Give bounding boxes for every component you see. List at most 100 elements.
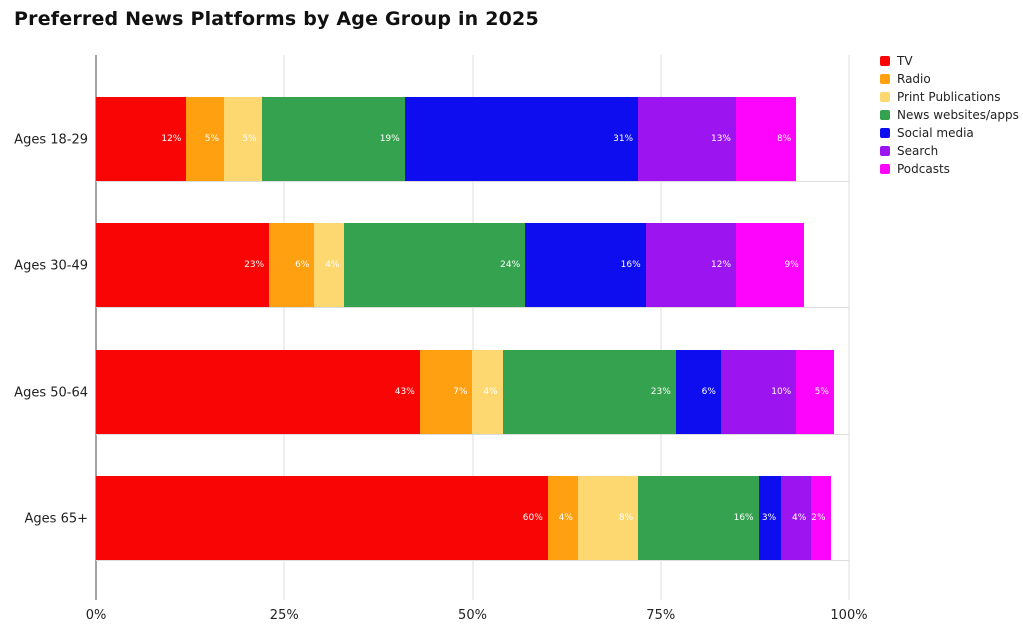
segment-value-label: 10% <box>771 386 792 397</box>
segment-value-label: 5% <box>242 133 257 144</box>
segment-value-label: 23% <box>650 386 671 397</box>
segment-value-label: 23% <box>244 260 265 270</box>
legend-swatch-icon <box>880 164 890 174</box>
segment-value-label: 3% <box>761 513 777 523</box>
bar-segment: 5% <box>796 349 834 434</box>
bar-segment: 8% <box>577 476 639 560</box>
bar-segment: 4% <box>314 223 345 307</box>
bar-segment: 23% <box>502 349 676 434</box>
bar-segment: 12% <box>96 96 187 181</box>
stacked-bar: 60% 4% 8% 16% 3% 4% 2% <box>96 476 849 560</box>
bar-segment: 9% <box>736 223 804 307</box>
bar-rows: Ages 18-29 12% 5% 5% 19% 31% 13% 8% Ages 30-49 23… <box>14 55 849 561</box>
y-axis-category-label: Ages 30-49 <box>14 258 88 274</box>
bar-segment: 12% <box>645 223 737 307</box>
segment-value-label: 12% <box>711 260 732 270</box>
bar-segment: 4% <box>781 476 812 560</box>
bar-segment: 16% <box>525 223 646 307</box>
stacked-bar: 43% 7% 4% 23% 6% 10% 5% <box>96 349 849 434</box>
legend-label: Podcasts <box>897 162 950 176</box>
bar-segment: 7% <box>419 349 473 434</box>
legend-label: TV <box>897 54 913 68</box>
category-row: Ages 30-49 23% 6% 4% 24% 16% 12% 9% <box>14 182 849 308</box>
stacked-bar: 12% 5% 5% 19% 31% 13% 8% <box>96 96 849 181</box>
segment-value-label: 24% <box>500 260 521 270</box>
bar-segment: 31% <box>404 96 639 181</box>
legend-label: News websites/apps <box>897 108 1019 122</box>
bar-segment: 3% <box>758 476 782 560</box>
legend: TV Radio Print Publications News websites/a… <box>880 52 1019 178</box>
bar-segment: 5% <box>186 96 224 181</box>
chart-title: Preferred News Platforms by Age Group in… <box>14 8 539 30</box>
legend-item[interactable]: Radio <box>880 70 1019 88</box>
legend-swatch-icon <box>880 56 890 66</box>
bar-segment: 23% <box>96 223 270 307</box>
legend-swatch-icon <box>880 146 890 156</box>
bar-segment: 4% <box>547 476 578 560</box>
segment-value-label: 16% <box>620 260 641 270</box>
legend-item[interactable]: Print Publications <box>880 88 1019 106</box>
segment-value-label: 5% <box>814 386 829 397</box>
legend-item[interactable]: Podcasts <box>880 160 1019 178</box>
bar-segment: 13% <box>638 96 736 181</box>
segment-value-label: 19% <box>379 133 400 144</box>
bar-segment: 60% <box>96 476 548 560</box>
gridline <box>472 55 473 600</box>
bar-segment: 16% <box>638 476 759 560</box>
segment-value-label: 8% <box>776 133 792 144</box>
gridline <box>283 55 285 600</box>
segment-value-label: 4% <box>558 513 573 523</box>
bar-segment: 4% <box>472 349 503 434</box>
category-row: Ages 18-29 12% 5% 5% 19% 31% 13% 8% <box>14 55 849 182</box>
bar-segment: 8% <box>736 96 797 181</box>
legend-label: Radio <box>897 72 931 86</box>
legend-item[interactable]: Search <box>880 142 1019 160</box>
x-axis-tick-label: 25% <box>269 608 299 623</box>
segment-value-label: 6% <box>295 260 310 270</box>
segment-value-label: 16% <box>733 513 754 523</box>
segment-value-label: 4% <box>792 513 807 523</box>
segment-value-label: 8% <box>618 513 634 523</box>
legend-label: Search <box>897 144 939 158</box>
x-axis-tick-label: 50% <box>458 608 487 623</box>
y-axis-category-label: Ages 50-64 <box>14 385 88 400</box>
stacked-bar: 23% 6% 4% 24% 16% 12% 9% <box>96 223 849 307</box>
bar-segment: 43% <box>96 349 420 434</box>
segment-value-label: 60% <box>522 513 543 523</box>
bar-segment: 6% <box>269 223 315 307</box>
gridline <box>660 55 662 600</box>
y-axis-category-label: Ages 18-29 <box>14 132 88 147</box>
bar-segment: 24% <box>344 223 526 307</box>
legend-swatch-icon <box>880 74 890 84</box>
x-axis-tick-label: 0% <box>85 608 107 623</box>
segment-value-label: 13% <box>710 133 731 144</box>
legend-item[interactable]: News websites/apps <box>880 106 1019 124</box>
bar-segment: 2% <box>811 476 831 560</box>
segment-value-label: 4% <box>483 386 498 397</box>
gridline <box>848 55 850 600</box>
legend-swatch-icon <box>880 128 890 138</box>
legend-swatch-icon <box>880 92 890 102</box>
legend-item[interactable]: Social media <box>880 124 1019 142</box>
segment-value-label: 5% <box>204 133 219 144</box>
legend-label: Social media <box>897 126 974 140</box>
bar-segment: 19% <box>261 96 405 181</box>
segment-value-label: 4% <box>325 260 340 270</box>
bar-segment: 5% <box>224 96 262 181</box>
segment-value-label: 9% <box>784 260 799 270</box>
bar-segment: 10% <box>720 349 797 434</box>
bar-segment: 6% <box>675 349 721 434</box>
y-axis-category-label: Ages 65+ <box>24 511 88 527</box>
segment-value-label: 2% <box>811 513 826 523</box>
plot-area: Ages 18-29 12% 5% 5% 19% 31% 13% 8% Ages 30-49 23… <box>14 55 868 623</box>
segment-value-label: 6% <box>701 386 716 397</box>
category-row: Ages 50-64 43% 7% 4% 23% 6% 10% 5% <box>14 308 849 435</box>
x-axis-tick-label: 100% <box>830 608 868 623</box>
segment-value-label: 31% <box>613 133 634 144</box>
legend-item[interactable]: TV <box>880 52 1019 70</box>
y-axis-line <box>95 55 97 600</box>
segment-value-label: 43% <box>394 386 415 397</box>
x-axis-tick-label: 75% <box>646 608 676 623</box>
legend-swatch-icon <box>880 110 890 120</box>
